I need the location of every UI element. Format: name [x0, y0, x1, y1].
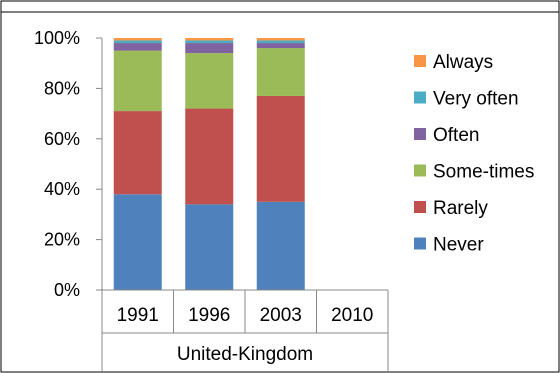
y-tick-label: 60% — [44, 129, 80, 149]
bar-segment-often — [185, 43, 234, 54]
legend-swatch-some-times — [414, 164, 426, 177]
x-group-label: United-Kingdom — [177, 344, 313, 365]
y-tick-label: 100% — [34, 28, 80, 48]
legend-label-very-often: Very often — [433, 89, 519, 110]
x-category-label: 1996 — [188, 305, 230, 326]
bar-segment-some-times — [256, 48, 305, 96]
x-category-label: 2003 — [260, 305, 302, 326]
y-axis: 0% 20% 40% 60% 80% 100% — [34, 28, 103, 300]
legend-swatch-rarely — [414, 201, 426, 213]
legend-label-often: Often — [433, 125, 479, 146]
legend-swatch-always — [414, 55, 426, 67]
y-tick-label: 0% — [54, 280, 80, 300]
legend-label-always: Always — [433, 52, 493, 73]
bar-segment-always — [256, 38, 305, 41]
bar-segment-never — [113, 194, 162, 290]
legend-swatch-very-often — [414, 91, 426, 104]
legend-label-some-times: Some-times — [433, 162, 534, 183]
plot-area — [113, 38, 305, 290]
y-tick-label: 40% — [44, 179, 80, 199]
bar-segment-often — [113, 43, 162, 51]
bar-segment-always — [185, 38, 234, 41]
bar-segment-some-times — [185, 53, 234, 109]
bar-segment-always — [113, 38, 162, 41]
bar-segment-very-often — [185, 40, 234, 44]
x-category-label: 2010 — [331, 305, 373, 326]
legend-swatch-never — [414, 237, 426, 250]
legend: Always Very often Often Some-times Rarely Nev… — [414, 52, 534, 256]
bar-segment-never — [256, 201, 305, 290]
bar-segment-very-often — [256, 40, 305, 44]
x-category-label: 1991 — [117, 305, 159, 326]
legend-label-rarely: Rarely — [433, 198, 488, 219]
bar-segment-very-often — [113, 40, 162, 44]
y-tick-label: 80% — [44, 78, 80, 98]
legend-label-never: Never — [433, 235, 484, 256]
bar-segment-rarely — [256, 95, 305, 202]
bar-segment-some-times — [113, 50, 162, 112]
bar-segment-often — [256, 43, 305, 49]
x-axis: United-Kingdom 1991 1996 2003 2010 — [101, 289, 389, 372]
bar-segment-never — [185, 204, 234, 290]
y-tick-label: 20% — [44, 230, 80, 250]
bar-segment-rarely — [113, 111, 162, 195]
bar-segment-rarely — [185, 108, 234, 205]
legend-swatch-often — [414, 128, 426, 140]
